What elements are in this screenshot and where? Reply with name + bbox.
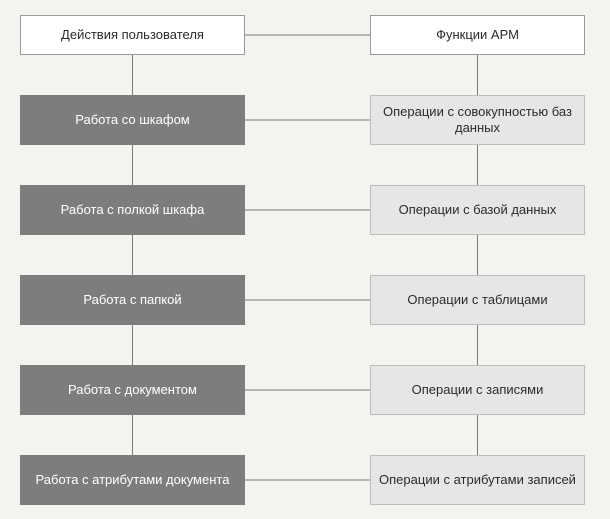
- flow-node-R2: Операции с базой данных: [370, 185, 585, 235]
- flow-node-L2: Работа с полкой шкафа: [20, 185, 245, 235]
- flow-node-L1: Работа со шкафом: [20, 95, 245, 145]
- flow-node-L3: Работа с папкой: [20, 275, 245, 325]
- flow-node-R4: Операции с записями: [370, 365, 585, 415]
- flow-node-L0: Действия пользователя: [20, 15, 245, 55]
- flow-node-R5: Операции с атрибутами записей: [370, 455, 585, 505]
- flow-node-R0: Функции АРМ: [370, 15, 585, 55]
- flow-node-R3: Операции с таблицами: [370, 275, 585, 325]
- flow-node-R1: Операции с совокупностью баз данных: [370, 95, 585, 145]
- diagram-canvas: [0, 0, 610, 519]
- flow-node-L4: Работа с документом: [20, 365, 245, 415]
- flow-node-L5: Работа с атрибутами документа: [20, 455, 245, 505]
